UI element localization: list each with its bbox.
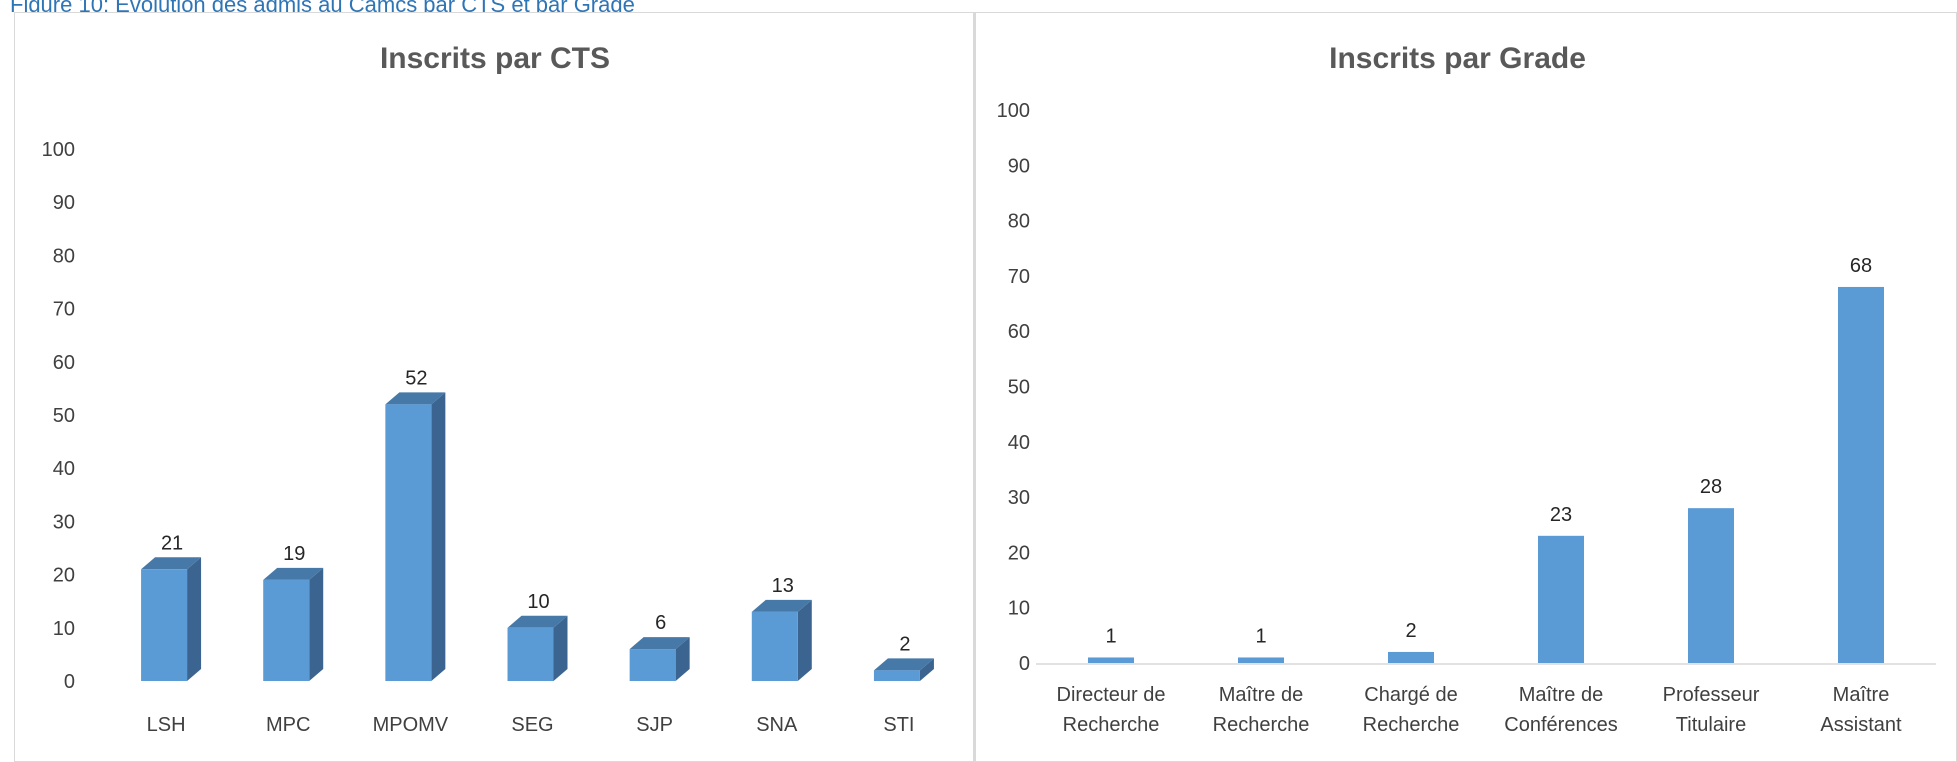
data-label: 1 xyxy=(1255,625,1266,647)
y-tick-label: 10 xyxy=(53,618,75,640)
chart-title-grade: Inscrits par Grade xyxy=(1329,42,1586,75)
bar-top-face xyxy=(507,615,568,628)
y-tick-label: 100 xyxy=(997,100,1030,122)
y-tick-label: 70 xyxy=(53,299,75,321)
x-category-label: Titulaire xyxy=(1676,714,1746,736)
bar-lsh xyxy=(141,557,202,681)
x-category-label: Maître xyxy=(1833,684,1890,706)
data-label: 2 xyxy=(1405,620,1416,642)
data-label: 13 xyxy=(772,575,794,597)
bar-front-face xyxy=(873,670,920,681)
y-tick-label: 70 xyxy=(1008,266,1030,288)
x-category-label: Directeur de xyxy=(1057,684,1166,706)
y-tick-label: 60 xyxy=(53,352,75,374)
data-label: 52 xyxy=(405,367,427,389)
x-category-label: Recherche xyxy=(1213,714,1310,736)
bar-top-face xyxy=(141,557,202,570)
x-category-label: Conférences xyxy=(1504,714,1617,736)
bar-top-face xyxy=(629,637,690,650)
y-tick-label: 90 xyxy=(53,192,75,214)
y-tick-label: 0 xyxy=(1019,653,1030,675)
y-tick-label: 80 xyxy=(53,245,75,267)
bar-side-face xyxy=(431,392,446,681)
x-category-label: SNA xyxy=(756,714,798,736)
bar-side-face xyxy=(675,637,690,681)
bar-front-face xyxy=(263,579,310,681)
bar-grade xyxy=(1388,651,1434,663)
bar-seg xyxy=(507,615,568,681)
bar-top-face xyxy=(385,392,446,405)
bar-grade xyxy=(1838,286,1884,663)
bar-sti xyxy=(873,658,934,681)
y-tick-label: 30 xyxy=(53,511,75,533)
bar-front-face xyxy=(751,611,798,681)
bar-top-face xyxy=(751,599,812,612)
data-label: 21 xyxy=(161,532,183,554)
x-category-label: MPOMV xyxy=(373,714,449,736)
data-label: 6 xyxy=(655,612,666,634)
y-tick-label: 100 xyxy=(42,139,75,161)
bar-grade xyxy=(1538,535,1584,663)
x-category-label: Recherche xyxy=(1063,714,1160,736)
x-category-label: MPC xyxy=(266,714,310,736)
y-tick-label: 90 xyxy=(1008,155,1030,177)
bar-front-face xyxy=(629,649,676,681)
x-category-label: Recherche xyxy=(1363,714,1460,736)
x-category-label: LSH xyxy=(147,714,186,736)
y-tick-label: 50 xyxy=(1008,377,1030,399)
y-tick-label: 10 xyxy=(1008,598,1030,620)
data-label: 23 xyxy=(1550,504,1572,526)
x-category-label: Maître de xyxy=(1519,684,1603,706)
x-category-label: STI xyxy=(883,714,914,736)
y-tick-label: 60 xyxy=(1008,321,1030,343)
y-tick-label: 20 xyxy=(1008,542,1030,564)
data-label: 19 xyxy=(283,543,305,565)
x-category-label: Assistant xyxy=(1820,714,1902,736)
data-label: 68 xyxy=(1850,255,1872,277)
bar-side-face xyxy=(309,567,324,681)
bar-mpomv xyxy=(385,392,446,681)
x-category-label: Professeur xyxy=(1663,684,1760,706)
bar-mpc xyxy=(263,567,324,681)
chart-grade: Inscrits par Grade 0 10 20 30 40 50 60 70 80 90 100… xyxy=(997,42,1936,736)
bar-side-face xyxy=(797,599,812,681)
bar-top-face xyxy=(263,567,324,580)
y-tick-label: 30 xyxy=(1008,487,1030,509)
chart-panel-cts: Inscrits par CTS 0 10 20 30 40 50 60 70 80 90 100 21… xyxy=(14,12,974,762)
y-tick-label: 50 xyxy=(53,405,75,427)
data-label: 28 xyxy=(1700,476,1722,498)
bar-front-face xyxy=(385,404,432,681)
x-category-label: Maître de xyxy=(1219,684,1303,706)
bar-front-face xyxy=(141,569,188,681)
y-tick-label: 0 xyxy=(64,671,75,693)
x-category-label: SJP xyxy=(636,714,673,736)
chart-panel-grade: Inscrits par Grade 0 10 20 30 40 50 60 70 80 90 100… xyxy=(974,12,1957,762)
y-tick-label: 40 xyxy=(53,458,75,480)
bar-grade xyxy=(1238,657,1284,663)
bar-side-face xyxy=(553,615,568,681)
x-category-label: Chargé de xyxy=(1364,684,1457,706)
bar-grade xyxy=(1688,508,1734,663)
chart-cts: Inscrits par CTS010203040506070809010021… xyxy=(42,42,934,736)
y-tick-label: 80 xyxy=(1008,211,1030,233)
bar-sna xyxy=(751,599,812,681)
bar-side-face xyxy=(187,557,202,681)
bar-top-face xyxy=(873,658,934,671)
y-tick-label: 40 xyxy=(1008,432,1030,454)
bar-sjp xyxy=(629,637,690,681)
chart-title-cts: Inscrits par CTS xyxy=(380,42,610,75)
x-category-label: SEG xyxy=(511,714,553,736)
bar-front-face xyxy=(507,627,554,681)
bar-grade xyxy=(1088,657,1134,663)
data-label: 2 xyxy=(899,633,910,655)
bar-side-face xyxy=(919,658,934,681)
data-label: 1 xyxy=(1105,625,1116,647)
data-label: 10 xyxy=(527,591,549,613)
y-tick-label: 20 xyxy=(53,565,75,587)
